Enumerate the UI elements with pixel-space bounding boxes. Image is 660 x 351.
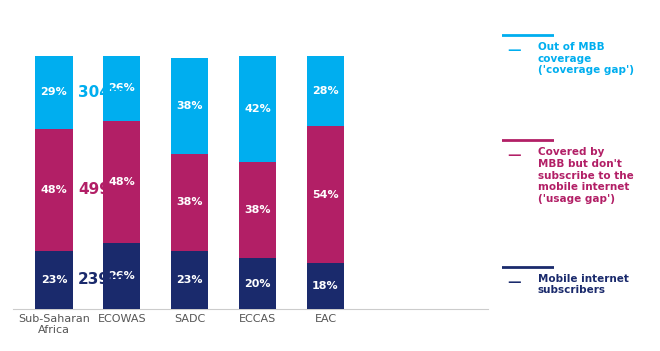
Text: 304m: 304m <box>78 85 126 100</box>
Text: ─: ─ <box>508 274 520 293</box>
Bar <box>239 258 277 309</box>
Text: 20%: 20% <box>244 279 271 289</box>
Text: ─: ─ <box>508 147 520 166</box>
Bar <box>171 251 209 309</box>
Text: 48%: 48% <box>40 185 67 195</box>
Text: 38%: 38% <box>176 198 203 207</box>
Bar <box>307 55 344 126</box>
Bar <box>103 243 141 309</box>
Text: 26%: 26% <box>108 84 135 93</box>
Bar <box>239 55 277 162</box>
Bar <box>171 58 209 154</box>
Text: 28%: 28% <box>312 86 339 96</box>
Text: 38%: 38% <box>176 101 203 111</box>
Bar <box>239 162 277 258</box>
Text: 48%: 48% <box>108 177 135 187</box>
Bar <box>103 121 141 243</box>
Text: Mobile internet
subscribers: Mobile internet subscribers <box>538 274 629 296</box>
Text: 23%: 23% <box>176 275 203 285</box>
Text: Covered by
MBB but don't
subscribe to the
mobile internet
('usage gap'): Covered by MBB but don't subscribe to th… <box>538 147 634 204</box>
Text: 29%: 29% <box>40 87 67 97</box>
Text: 239m: 239m <box>78 272 126 287</box>
Text: 26%: 26% <box>108 271 135 281</box>
Text: 42%: 42% <box>244 104 271 114</box>
Text: Out of MBB
coverage
('coverage gap'): Out of MBB coverage ('coverage gap') <box>538 42 634 75</box>
Bar <box>35 129 73 251</box>
Bar <box>35 251 73 309</box>
Bar <box>171 154 209 251</box>
Text: 23%: 23% <box>41 275 67 285</box>
Text: 38%: 38% <box>244 205 271 215</box>
Text: 54%: 54% <box>312 190 339 200</box>
Text: ─: ─ <box>508 42 520 61</box>
Text: 18%: 18% <box>312 281 339 291</box>
Bar <box>307 126 344 263</box>
Text: 499m: 499m <box>78 182 126 197</box>
Bar <box>307 263 344 309</box>
Bar <box>103 55 141 121</box>
Bar <box>35 55 73 129</box>
